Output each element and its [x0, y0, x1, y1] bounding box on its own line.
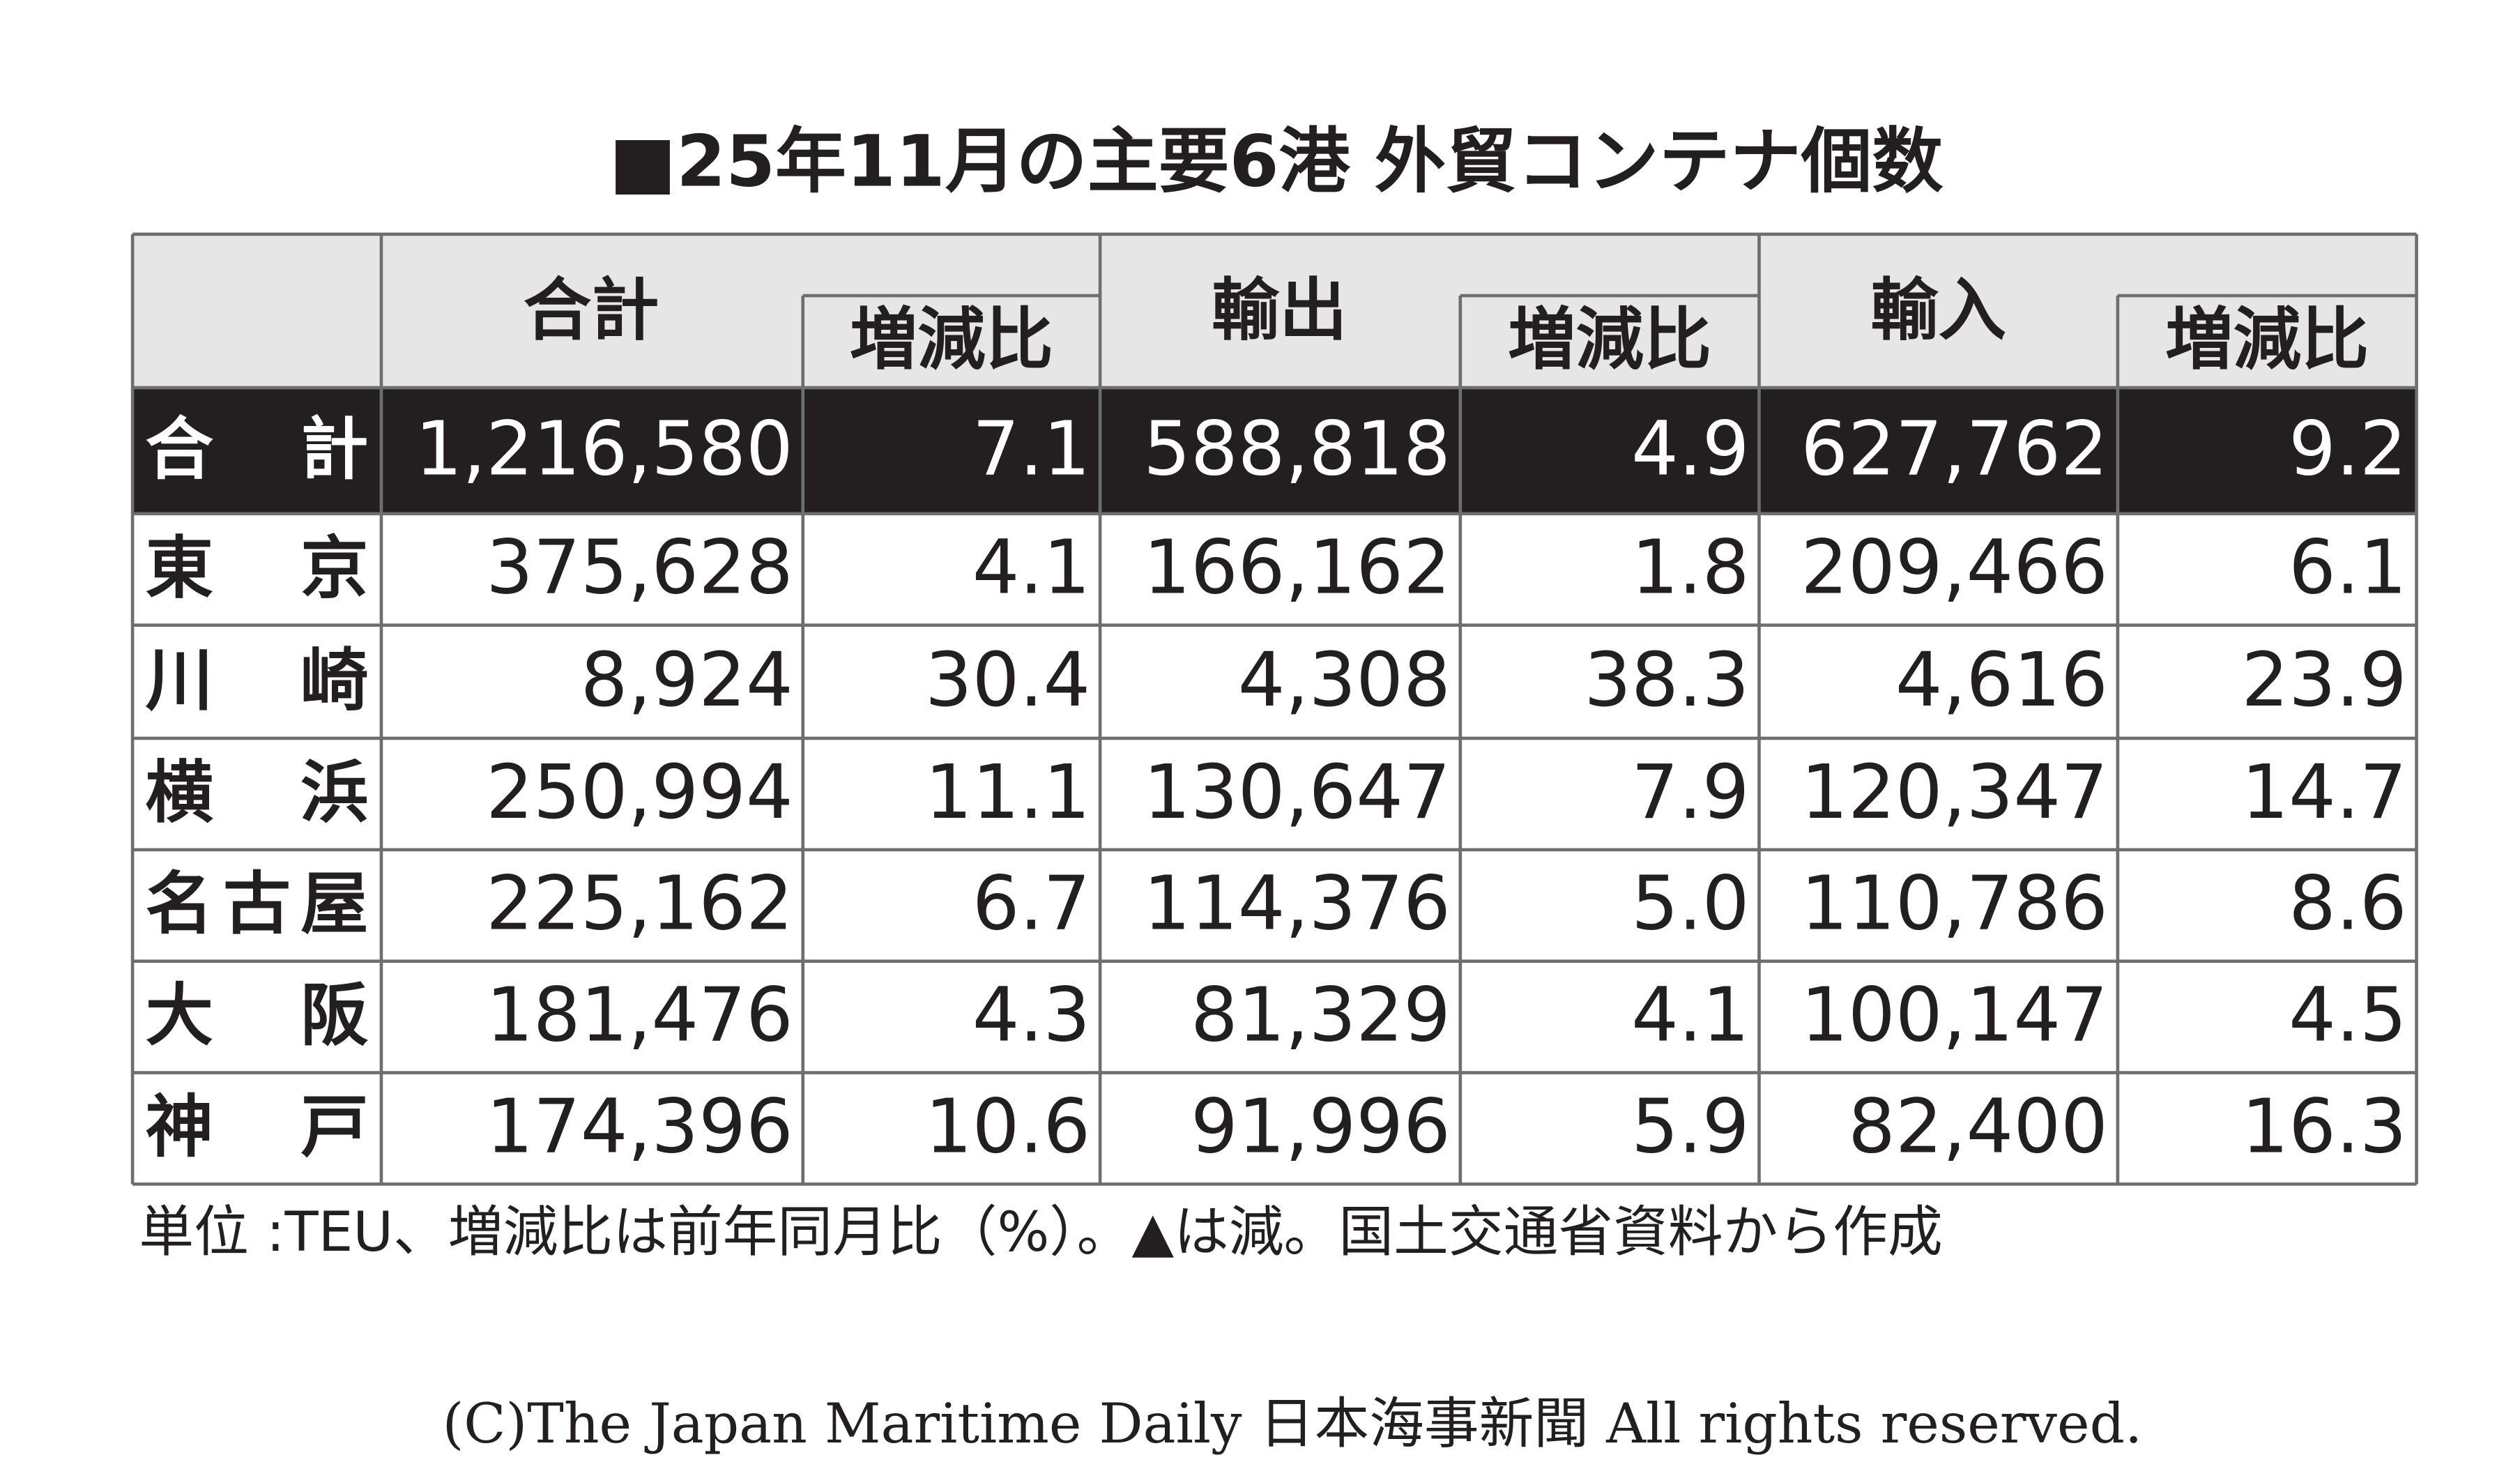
title: ■25年11月の主要6港 外貿コンテナ個数	[609, 120, 1944, 203]
cell: 82,400	[1848, 1083, 2108, 1170]
row-label: 名古屋	[146, 865, 369, 943]
footnote: 単位 :TEU、増減比は前年同月比（%）。▲は減。国土交通省資料から作成	[139, 1200, 1942, 1264]
cell: 250,994	[486, 749, 793, 836]
cell: 81,329	[1191, 973, 1451, 1059]
cell: 14.7	[2241, 749, 2406, 836]
cell: 4.1	[1631, 973, 1750, 1059]
cell: 4,616	[1895, 637, 2108, 724]
cell: 4,308	[1238, 637, 1451, 724]
cell: 225,162	[486, 861, 793, 947]
cell: 91,996	[1191, 1083, 1451, 1170]
cell: 4.9	[1631, 406, 1750, 492]
cell: 588,818	[1143, 406, 1451, 492]
cell: 7.1	[972, 406, 1091, 492]
row-label: 合 計	[146, 410, 369, 489]
cell: 110,786	[1801, 861, 2108, 947]
cell: 5.9	[1631, 1083, 1750, 1170]
cell: 4.3	[972, 973, 1091, 1059]
cell: 375,628	[486, 525, 793, 611]
group-header: 合計	[524, 271, 659, 350]
cell: 1.8	[1631, 525, 1750, 611]
cell: 8.6	[2289, 861, 2406, 947]
total-row-background	[132, 388, 2417, 514]
cell: 16.3	[2241, 1083, 2406, 1170]
cell: 38.3	[1584, 637, 1749, 724]
cell: 6.1	[2289, 525, 2406, 611]
row-label: 横 浜	[146, 753, 369, 832]
cell: 120,347	[1801, 749, 2108, 836]
cell: 181,476	[486, 973, 793, 1059]
cell: 7.9	[1631, 749, 1750, 836]
cell: 5.0	[1631, 861, 1750, 947]
cell: 11.1	[925, 749, 1090, 836]
cell: 130,647	[1143, 749, 1451, 836]
cell: 6.7	[972, 861, 1091, 947]
cell: 10.6	[925, 1083, 1090, 1170]
sub-header: 増減比	[2165, 300, 2369, 379]
copyright: (C)The Japan Maritime Daily 日本海事新聞 All r…	[443, 1392, 2143, 1456]
row-label: 東 京	[146, 528, 369, 607]
cell: 100,147	[1801, 973, 2108, 1059]
row-label: 川 崎	[146, 641, 369, 719]
group-header: 輸出	[1212, 271, 1347, 350]
row-label: 大 阪	[146, 976, 369, 1055]
row-label: 神 戸	[146, 1088, 369, 1166]
cell: 9.2	[2289, 406, 2406, 492]
cell: 4.5	[2289, 973, 2406, 1059]
cell: 4.1	[972, 525, 1091, 611]
sub-header: 増減比	[850, 300, 1053, 379]
header-background	[132, 234, 2417, 388]
cell: 1,216,580	[415, 406, 793, 492]
cell: 30.4	[925, 637, 1090, 724]
table-grid	[130, 232, 2418, 1186]
cell: 627,762	[1801, 406, 2108, 492]
cell: 114,376	[1143, 861, 1451, 947]
group-header: 輸入	[1870, 271, 2006, 350]
cell: 23.9	[2241, 637, 2406, 724]
cell: 166,162	[1143, 525, 1451, 611]
cell: 209,466	[1801, 525, 2108, 611]
cell: 174,396	[486, 1083, 793, 1170]
sub-header: 増減比	[1508, 300, 1711, 379]
cell: 8,924	[581, 637, 793, 724]
